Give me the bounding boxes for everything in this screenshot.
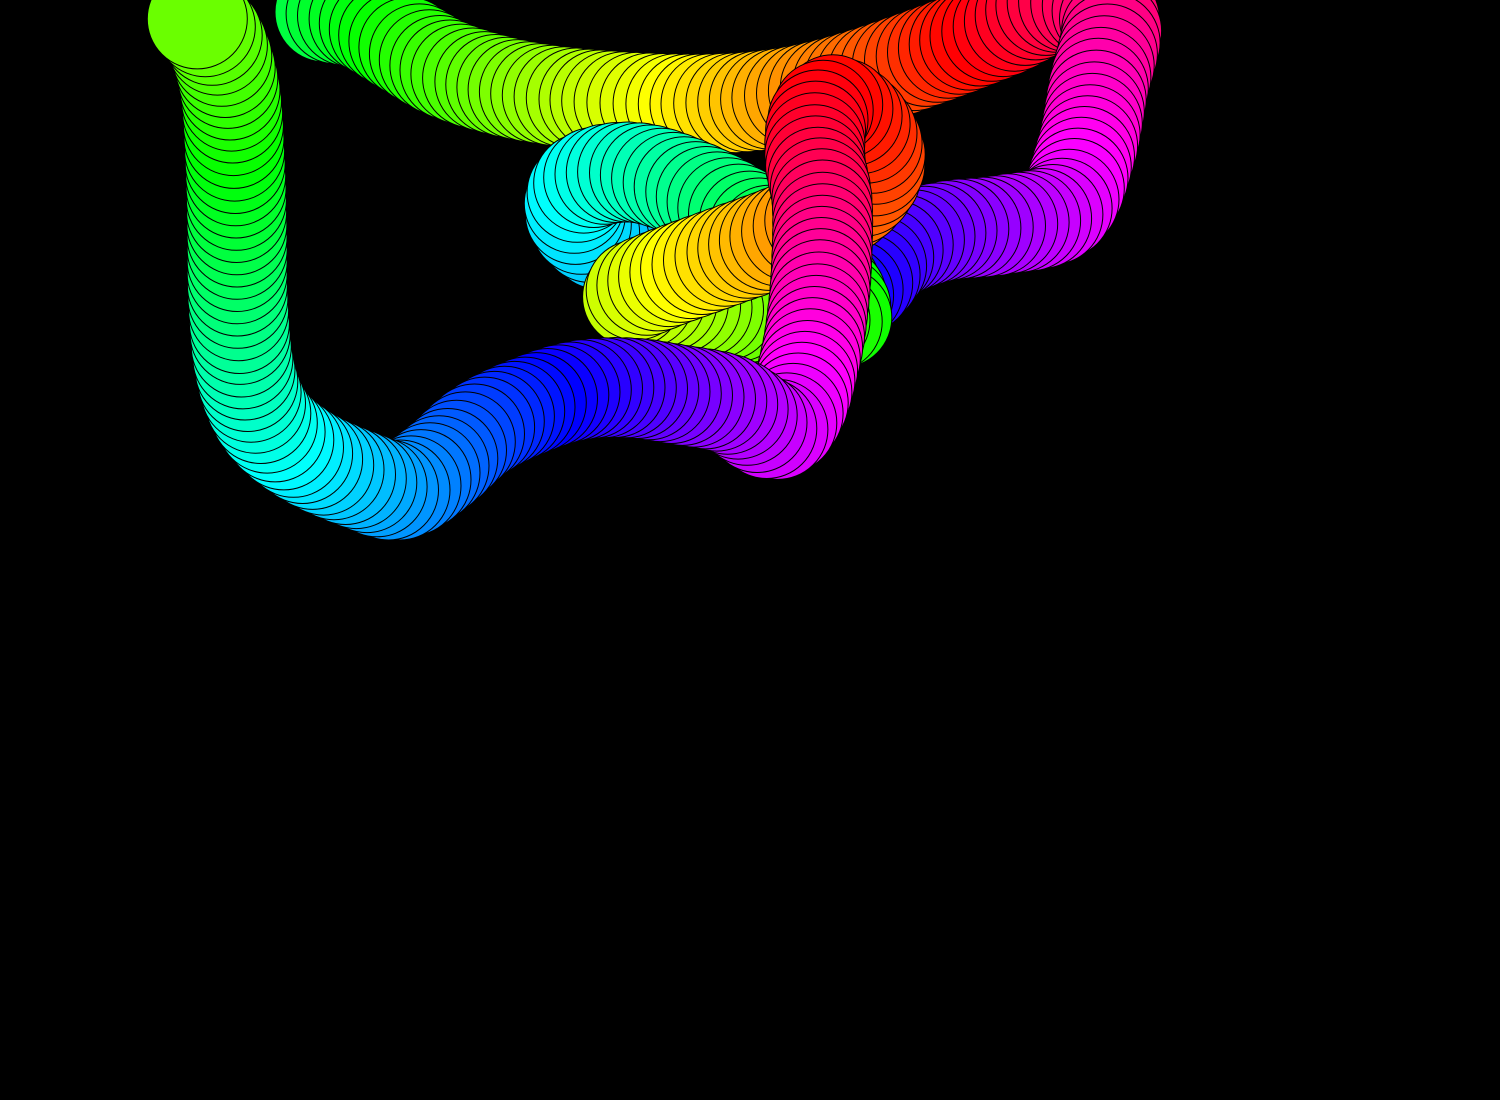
- bead-tube: [146, 0, 1163, 541]
- tube-bead: [146, 0, 248, 70]
